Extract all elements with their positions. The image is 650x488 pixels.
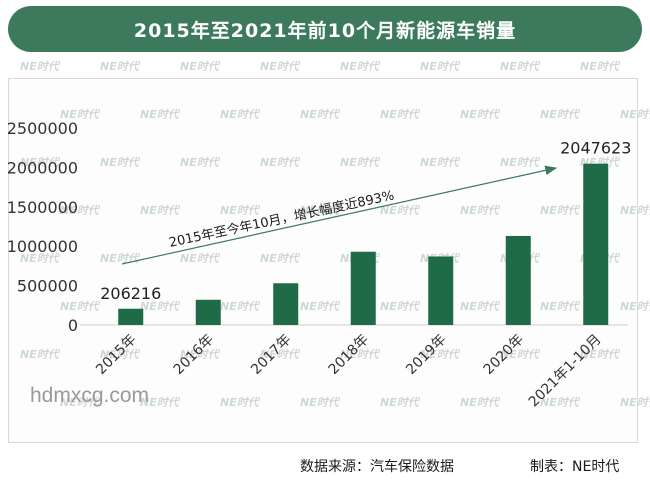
watermark-logo: NE时代: [380, 396, 421, 409]
watermark-logo: NE时代: [100, 60, 141, 73]
watermark-logo: NE时代: [220, 204, 261, 217]
watermark-logo: NE时代: [460, 300, 501, 313]
watermark-logo: NE时代: [460, 396, 501, 409]
watermark-logo: NE时代: [260, 348, 301, 361]
watermark-logo: NE时代: [20, 156, 61, 169]
trend-annotation-text: 2015年至今年10月，增长幅度近893%: [168, 187, 396, 250]
bar: [428, 256, 454, 325]
y-tick-label: 500000: [17, 277, 78, 296]
watermark-logo: NE时代: [340, 348, 381, 361]
site-watermark: hdmxcg.com: [30, 384, 150, 407]
watermark-logo: NE时代: [300, 204, 341, 217]
watermark-logo: NE时代: [380, 204, 421, 217]
chart-frame: [8, 78, 638, 443]
watermark-logo: NE时代: [620, 396, 650, 409]
bar: [118, 308, 144, 325]
data-source: 数据来源：汽车保险数据: [300, 459, 454, 475]
watermark-logo: NE时代: [540, 204, 581, 217]
watermark-logo: NE时代: [420, 348, 461, 361]
y-tick-label: 2000000: [7, 158, 78, 177]
bar: [273, 283, 299, 325]
watermark-logo: NE时代: [460, 108, 501, 121]
bar: [350, 251, 376, 325]
watermark-logo: NE时代: [460, 204, 501, 217]
watermark-logo: NE时代: [180, 348, 221, 361]
data-label: 206216: [100, 284, 161, 303]
data-labels: 206216 2047623: [100, 139, 631, 303]
watermark-logo: NE时代: [620, 300, 650, 313]
watermark-logo: NE时代: [420, 156, 461, 169]
watermark-logo: NE时代: [380, 108, 421, 121]
y-tick-label: 0: [68, 316, 78, 335]
watermark-logo: NE时代: [220, 396, 261, 409]
watermark-logo: NE时代: [220, 108, 261, 121]
watermark-logo: NE时代: [260, 156, 301, 169]
trend-arrow: [121, 165, 558, 265]
bar: [583, 163, 609, 325]
watermark-logo: NE时代: [620, 108, 650, 121]
watermark-logo: NE时代: [100, 348, 141, 361]
y-tick-label: 1500000: [7, 198, 78, 217]
watermark-logo: NE时代: [620, 204, 650, 217]
watermark-logo: NE时代: [420, 60, 461, 73]
watermark-logo: NE时代: [60, 396, 101, 409]
watermark-logo: NE时代: [500, 156, 541, 169]
watermark-logo: NE时代: [340, 60, 381, 73]
watermark-logo: NE时代: [60, 300, 101, 313]
watermark-logo: NE时代: [180, 252, 221, 265]
watermark-logo: NE时代: [500, 60, 541, 73]
watermark-logo: NE时代: [20, 252, 61, 265]
watermark-logo: NE时代: [260, 60, 301, 73]
watermark-logo: NE时代: [220, 300, 261, 313]
chart-maker: 制表：NE时代: [530, 459, 620, 475]
watermark-logo: NE时代: [340, 156, 381, 169]
watermark-logo: NE时代: [540, 300, 581, 313]
watermark-logo: NE时代: [580, 348, 621, 361]
bar-series: [118, 163, 609, 325]
watermark-logo: NE时代: [140, 396, 181, 409]
bar: [505, 235, 531, 325]
y-tick-label: 1000000: [7, 237, 78, 256]
chart-title: 2015年至2021年前10个月新能源车销量: [133, 19, 517, 42]
watermark-logo: NE时代: [140, 204, 181, 217]
data-label: 2047623: [560, 139, 631, 158]
bar: [195, 299, 221, 325]
watermark-logo: NE时代: [300, 300, 341, 313]
watermark-logo: NE时代: [180, 156, 221, 169]
watermark-logo: NE时代: [580, 60, 621, 73]
watermark-logo: NE时代: [100, 252, 141, 265]
watermark-logo: NE时代: [140, 108, 181, 121]
watermark-logo: NE时代: [20, 348, 61, 361]
watermark-logo: NE时代: [500, 348, 541, 361]
title-banner: 2015年至2021年前10个月新能源车销量: [8, 6, 642, 52]
watermark-logo: NE时代: [260, 252, 301, 265]
watermark-logo: NE时代: [180, 60, 221, 73]
watermark-logo: NE时代: [20, 60, 61, 73]
y-tick-label: 2500000: [7, 119, 78, 138]
watermark-logo: NE时代: [100, 156, 141, 169]
y-axis: 0 500000 1000000 1500000 2000000 2500000: [7, 119, 78, 335]
watermark-logo: NE时代: [300, 396, 341, 409]
watermark-logo: NE时代: [300, 108, 341, 121]
watermark-logo: NE时代: [60, 108, 101, 121]
watermark-logo: NE时代: [140, 300, 181, 313]
watermark-logo: NE时代: [540, 108, 581, 121]
watermark-logo: NE时代: [380, 300, 421, 313]
watermark-logo: NE时代: [60, 204, 101, 217]
watermark-logo: NE时代: [540, 396, 581, 409]
